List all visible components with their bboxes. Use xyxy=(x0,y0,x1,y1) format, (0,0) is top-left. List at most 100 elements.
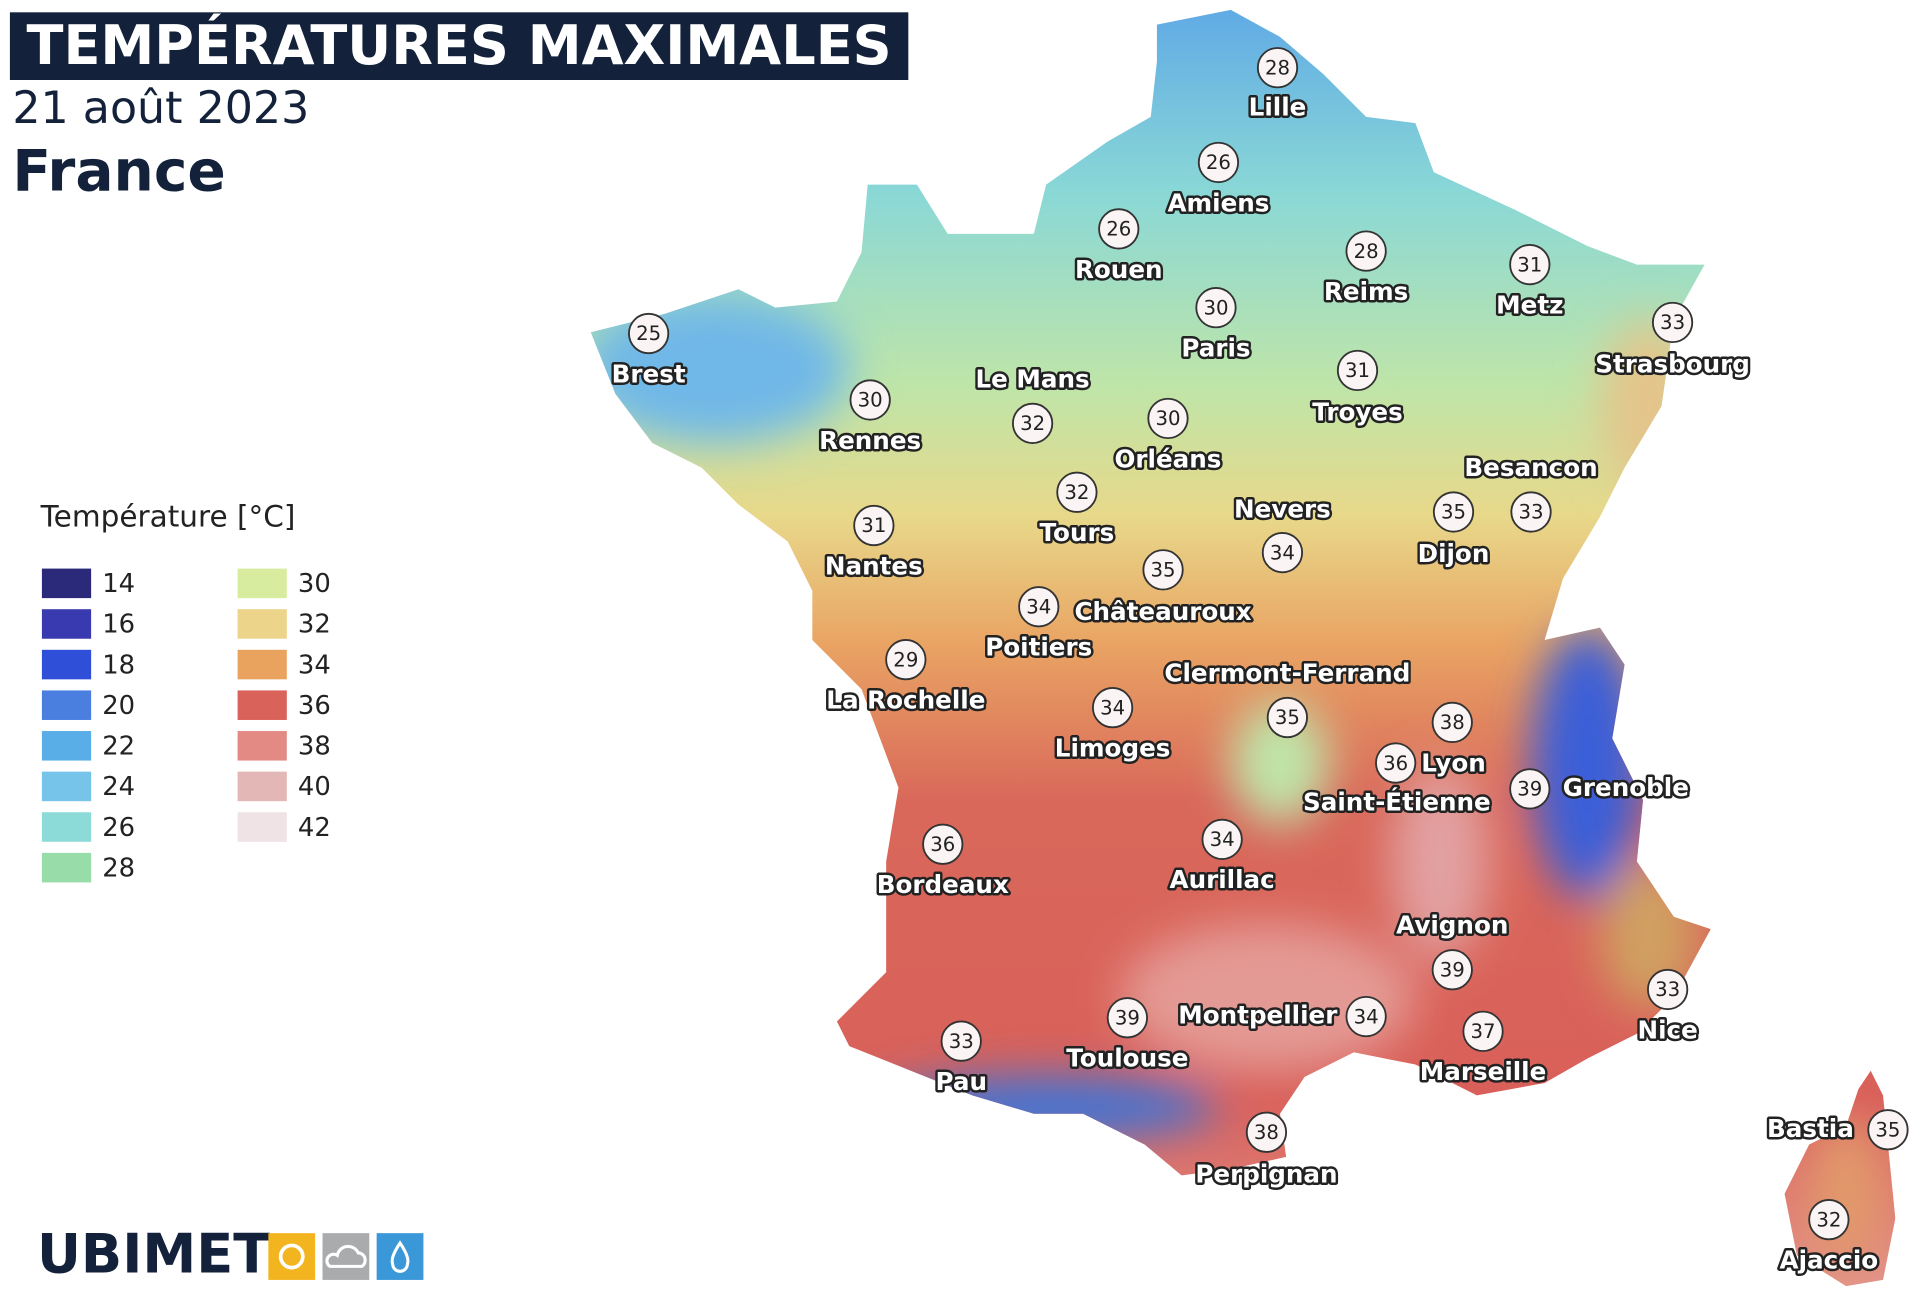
city-value: 33 xyxy=(1519,501,1544,524)
city-value: 36 xyxy=(930,833,955,856)
legend-label: 38 xyxy=(298,732,331,762)
city-value: 32 xyxy=(1064,481,1089,504)
city-marker xyxy=(1011,402,1054,444)
legend-swatch xyxy=(237,690,287,720)
cities: 28 Lille 26 Amiens 26 Rouen 28 Reims 31 Metz 30 Par… xyxy=(609,47,1909,1277)
city-value: 39 xyxy=(1517,778,1542,801)
city-name: Tours xyxy=(1040,518,1115,547)
city-value: 29 xyxy=(893,648,918,671)
city-marker xyxy=(1201,818,1243,860)
city-name: Reims xyxy=(1324,277,1408,306)
city-value: 39 xyxy=(1440,959,1465,982)
city-marker xyxy=(1256,47,1299,89)
city-name: Châteauroux xyxy=(1074,597,1251,626)
city-name: Clermont-Ferrand xyxy=(1164,658,1410,687)
legend-swatch xyxy=(237,731,287,761)
city-marker xyxy=(628,312,670,355)
city-marker xyxy=(849,379,891,421)
city-marker xyxy=(1142,549,1184,591)
city-name: Avignon xyxy=(1396,911,1508,940)
city-name: Strasbourg xyxy=(1595,350,1750,379)
city-name: Ajaccio xyxy=(1780,1245,1879,1274)
city-name: Pau xyxy=(935,1067,987,1096)
city-value: 34 xyxy=(1354,1005,1379,1028)
city-marker xyxy=(1018,586,1060,628)
city-value: 33 xyxy=(949,1030,974,1053)
city-name: Paris xyxy=(1181,334,1250,363)
legend-label: 36 xyxy=(298,691,331,721)
city-value: 35 xyxy=(1275,706,1300,729)
city-name: Toulouse xyxy=(1066,1044,1188,1073)
legend-swatch xyxy=(41,649,92,680)
city-marker xyxy=(1375,742,1417,784)
legend-label: 42 xyxy=(298,813,331,843)
legend: 14 16 18 20 22 24 26 28 30 32 34 36 38 40 42 xyxy=(41,568,331,883)
city-marker xyxy=(1261,531,1304,574)
city-marker xyxy=(1432,491,1475,533)
city-value: 34 xyxy=(1100,696,1125,719)
legend-label: 32 xyxy=(298,610,331,640)
city-value: 38 xyxy=(1254,1121,1279,1144)
legend-label: 26 xyxy=(102,813,135,843)
legend-label: 16 xyxy=(102,610,135,640)
city-value: 36 xyxy=(1383,752,1408,775)
legend-swatch xyxy=(41,731,92,761)
legend-label: 34 xyxy=(298,650,331,680)
city-name: Rouen xyxy=(1075,255,1163,284)
city-name: Dijon xyxy=(1418,539,1490,568)
city-value: 30 xyxy=(1203,296,1228,319)
region: France xyxy=(12,138,225,204)
city-value: 35 xyxy=(1441,501,1466,524)
city-name: Troyes xyxy=(1312,398,1403,427)
city-marker xyxy=(1431,949,1473,991)
city-name: Bordeaux xyxy=(877,870,1009,899)
city-marker xyxy=(1462,1010,1504,1052)
city-name: Besancon xyxy=(1464,453,1597,482)
city-value: 31 xyxy=(1517,253,1542,276)
city-marker xyxy=(1808,1199,1850,1241)
legend-label: 14 xyxy=(102,569,135,599)
legend-swatch xyxy=(237,609,287,639)
legend-label: 40 xyxy=(298,772,331,802)
city-name: Lyon xyxy=(1421,748,1485,777)
city-name: Saint-Étienne xyxy=(1303,788,1491,817)
city-marker xyxy=(1345,995,1387,1038)
city-value: 31 xyxy=(861,514,886,537)
city-name: Poitiers xyxy=(985,633,1092,662)
city-marker xyxy=(1147,397,1189,440)
city-name: Montpellier xyxy=(1178,1001,1338,1030)
logo-icons xyxy=(268,1233,424,1280)
city-name: La Rochelle xyxy=(826,685,985,714)
legend-swatch xyxy=(41,568,92,599)
city-value: 31 xyxy=(1345,359,1370,382)
city-value: 32 xyxy=(1816,1208,1841,1231)
city-value: 28 xyxy=(1354,240,1379,263)
legend-label: 24 xyxy=(102,772,135,802)
city-name: Marseille xyxy=(1420,1057,1547,1086)
city-marker xyxy=(1106,997,1148,1039)
city-marker xyxy=(1098,208,1140,250)
title-box xyxy=(9,12,909,80)
city-name: Nevers xyxy=(1234,495,1331,524)
city-marker xyxy=(1647,968,1689,1011)
legend-swatch xyxy=(237,649,287,680)
city-value: 30 xyxy=(1155,407,1180,430)
legend-swatch xyxy=(41,609,92,639)
city-marker xyxy=(1509,243,1551,286)
city-marker xyxy=(1510,491,1552,533)
legend-label: 28 xyxy=(102,853,135,883)
city-value: 33 xyxy=(1660,311,1685,334)
city-value: 30 xyxy=(858,389,883,412)
city-value: 35 xyxy=(1151,559,1176,582)
legend-swatch xyxy=(237,812,287,842)
logo: UBIMET xyxy=(37,1222,270,1285)
city-value: 34 xyxy=(1210,828,1235,851)
city-marker xyxy=(853,504,895,547)
date: 21 août 2023 xyxy=(12,83,309,134)
city-value: 35 xyxy=(1875,1119,1900,1142)
city-name: Brest xyxy=(612,359,686,388)
city-marker xyxy=(1245,1111,1288,1153)
legend-swatch xyxy=(41,852,92,883)
city-marker xyxy=(1197,141,1240,184)
